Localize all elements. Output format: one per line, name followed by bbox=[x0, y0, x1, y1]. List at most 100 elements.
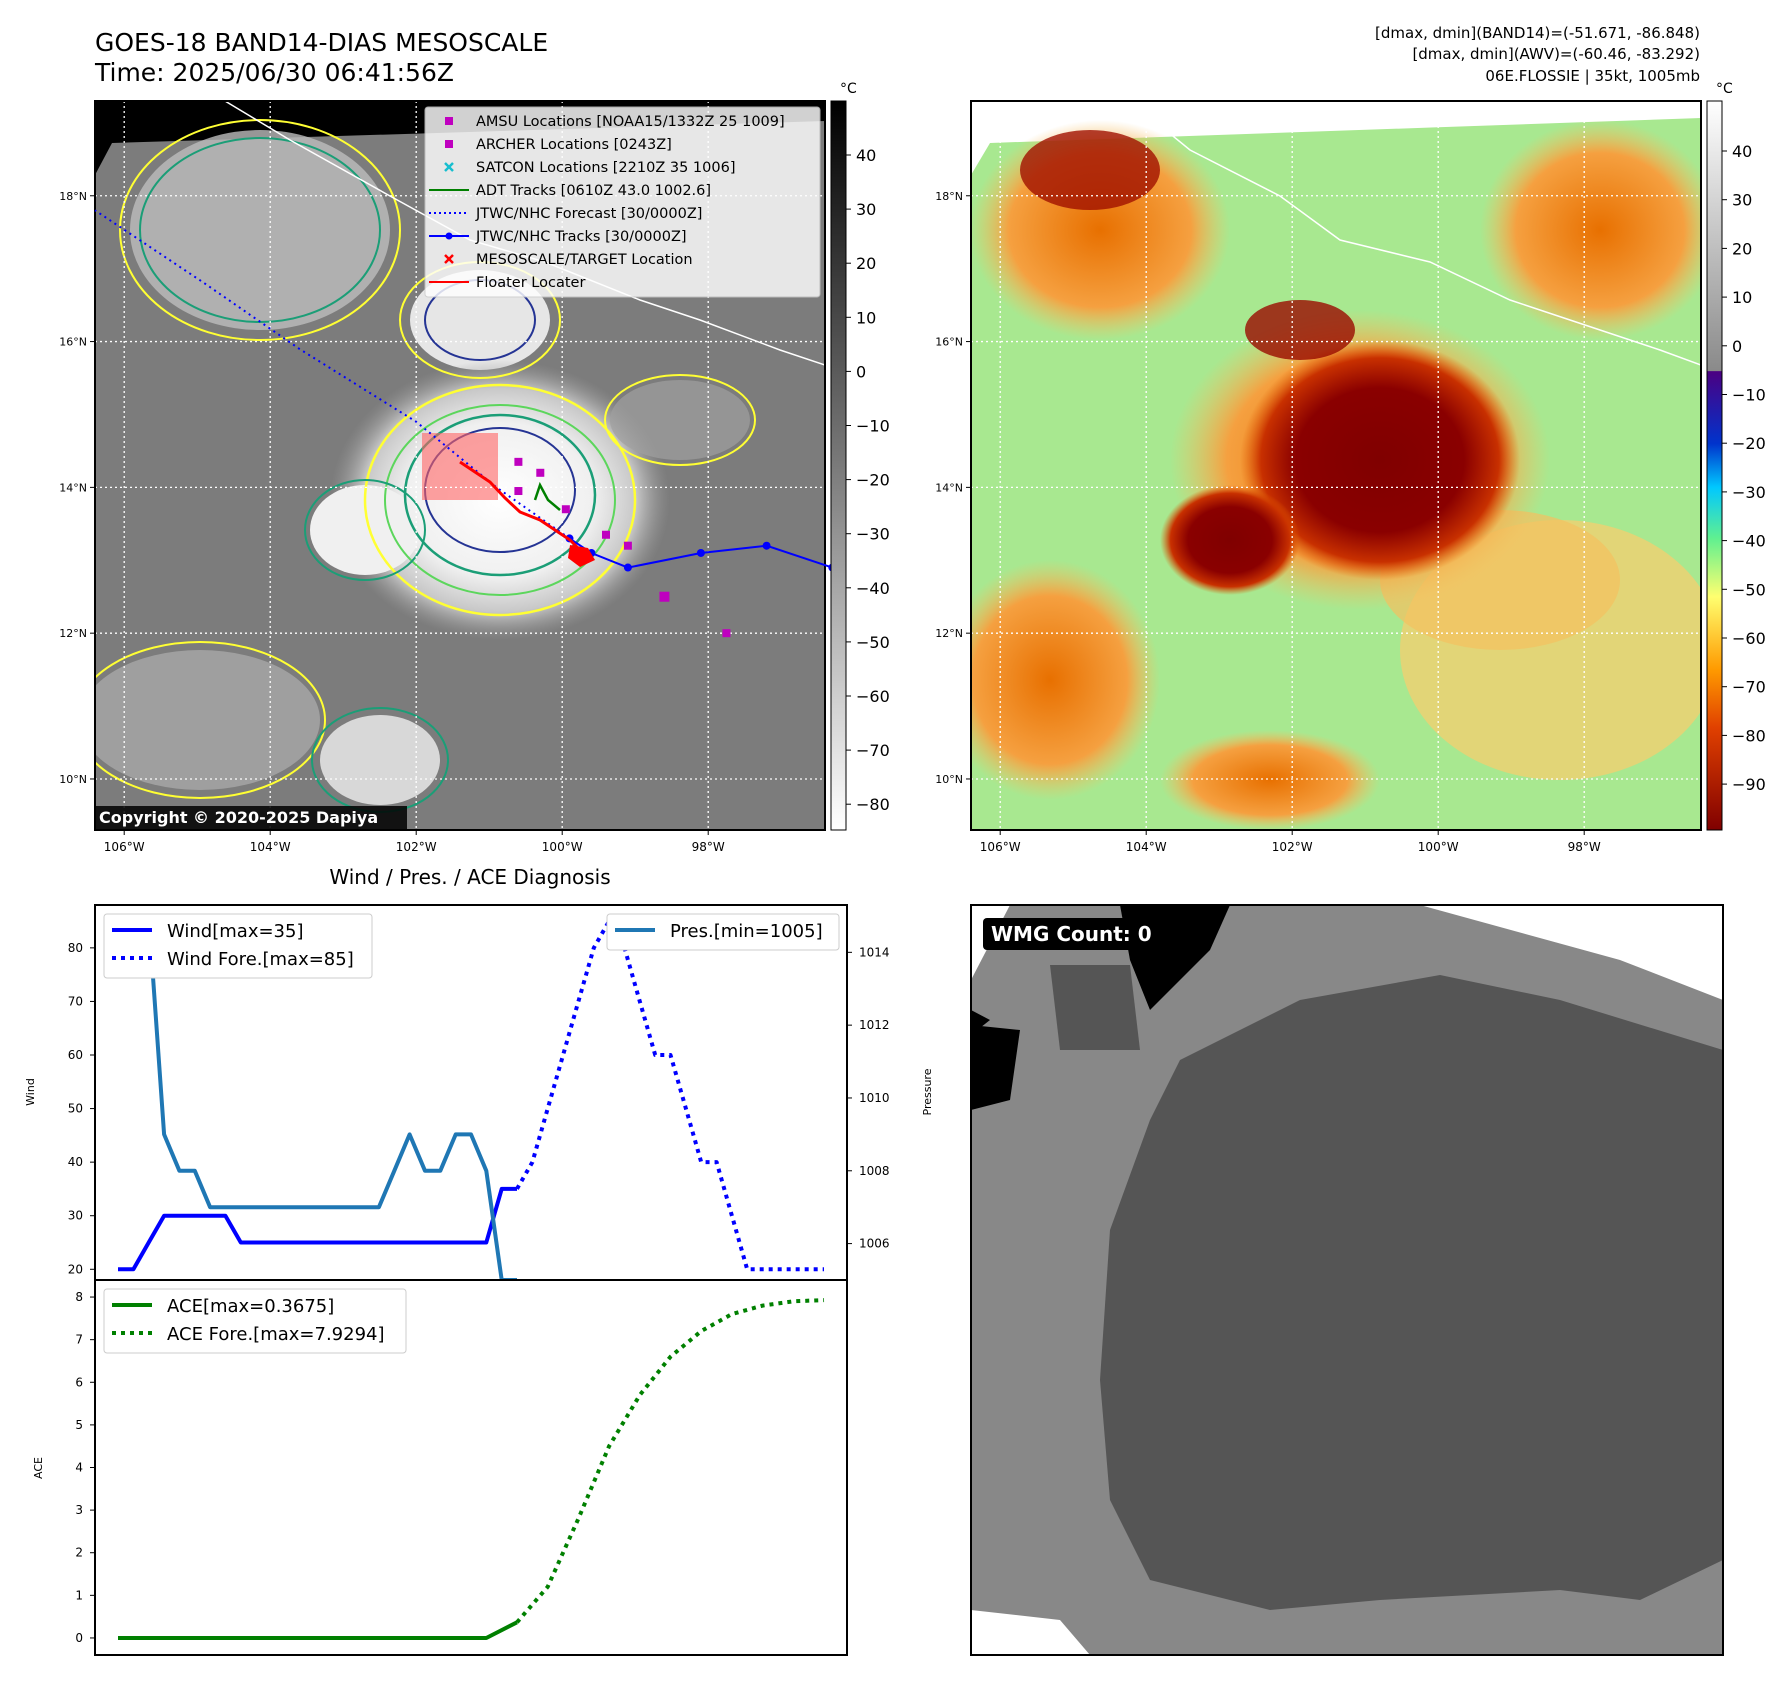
y-tick-label: 3 bbox=[75, 1503, 83, 1517]
copyright-badge: Copyright © 2020-2025 Dapiya bbox=[95, 806, 407, 830]
legend-swatch bbox=[445, 117, 453, 125]
map-frame bbox=[94, 100, 826, 831]
chart-title: Wind / Pres. / ACE Diagnosis bbox=[329, 865, 610, 889]
ir-map-panel: 106°W 104°W 102°W 100°W 98°W 18°N 16°N 14°N 12°N… bbox=[59, 100, 837, 854]
y-tick-label: 5 bbox=[75, 1418, 83, 1432]
colorbar-tick-label: 0 bbox=[1732, 337, 1742, 356]
lat-tick-label: 12°N bbox=[59, 627, 87, 640]
legend-label: Floater Locater bbox=[476, 275, 585, 291]
ace-chart: ACE 0 1 2 3 4 5 6 7 8 ACE[max=0.3675] ACE Fore.[… bbox=[32, 1279, 848, 1656]
map-frame bbox=[970, 100, 1702, 831]
axis-ticks: 106°W 104°W 102°W 100°W 98°W 18°N 16°N 14°N 12°N… bbox=[59, 190, 725, 854]
info-line: [dmax, dmin](BAND14)=(-51.671, -86.848) bbox=[1375, 24, 1700, 42]
copyright-text: Copyright © 2020-2025 Dapiya bbox=[99, 808, 378, 827]
lon-tick-label: 106°W bbox=[980, 840, 1021, 854]
y2-axis-label: Pressure bbox=[921, 1068, 934, 1115]
lat-tick-label: 10°N bbox=[59, 773, 87, 786]
archer-marker bbox=[514, 487, 523, 496]
legend-label: Pres.[min=1005] bbox=[670, 921, 823, 942]
colorbar-tick-label: −20 bbox=[856, 471, 890, 490]
colorbar-tick-label: 10 bbox=[856, 308, 876, 327]
archer-marker bbox=[623, 541, 632, 550]
legend-item: JTWC/NHC Forecast [30/0000Z] bbox=[429, 206, 702, 222]
legend-label: ARCHER Locations [0243Z] bbox=[476, 137, 672, 153]
legend-item: Floater Locater bbox=[429, 275, 585, 291]
lon-tick-label: 104°W bbox=[1126, 840, 1167, 854]
lon-tick-label: 106°W bbox=[104, 840, 145, 854]
colorbar-tick-label: 30 bbox=[1732, 191, 1752, 210]
target-marker bbox=[568, 545, 595, 567]
y2-tick-label: 1014 bbox=[859, 945, 890, 959]
colorbar-tick-label: −20 bbox=[1732, 434, 1766, 453]
y-tick-label: 2 bbox=[75, 1546, 83, 1560]
colorbar-tick-label: −50 bbox=[856, 633, 890, 652]
wind-legend: Wind[max=35] Wind Fore.[max=85] bbox=[103, 913, 373, 979]
colorbar-tick-label: 20 bbox=[856, 254, 876, 273]
legend-item: JTWC/NHC Tracks [30/0000Z] bbox=[429, 229, 687, 245]
track-point bbox=[762, 541, 771, 550]
lon-tick-label: 100°W bbox=[1418, 840, 1459, 854]
lat-tick-label: 16°N bbox=[59, 336, 87, 349]
wv-colorbar: °C 40 30 20 10 0 −10 −20 −30 −40 −50 −60 −70 −80 −90 bbox=[1706, 81, 1766, 831]
legend-item: ARCHER Locations [0243Z] bbox=[445, 137, 672, 153]
y-tick-label: 20 bbox=[68, 1262, 83, 1276]
legend-item: AMSU Locations [NOAA15/1332Z 25 1009] bbox=[445, 114, 785, 130]
archer-marker bbox=[514, 457, 523, 466]
track-point bbox=[696, 548, 705, 557]
wind-pres-chart: Wind Pressure 20 30 40 50 60 70 80 1006 1008 1010… bbox=[24, 904, 934, 1282]
colorbar-tick-label: −10 bbox=[856, 417, 890, 436]
colorbar-tick-label: 30 bbox=[856, 200, 876, 219]
legend-item: SATCON Locations [2210Z 35 1006] bbox=[444, 160, 735, 176]
colorbar-tick-label: −80 bbox=[856, 795, 890, 814]
legend-label: JTWC/NHC Forecast [30/0000Z] bbox=[475, 206, 702, 222]
colorbar-tick-label: −40 bbox=[1732, 532, 1766, 551]
wmg-badge: WMG Count: 0 bbox=[983, 918, 1165, 950]
lat-tick-label: 18°N bbox=[59, 190, 87, 203]
ir-colorbar: °C 40 30 20 10 0 −10 −20 −30 −40 −50 −60 −70 −80 bbox=[830, 81, 890, 831]
y-tick-label: 30 bbox=[68, 1209, 83, 1223]
y-tick-label: 0 bbox=[75, 1631, 83, 1645]
ace-legend: ACE[max=0.3675] ACE Fore.[max=7.9294] bbox=[103, 1288, 407, 1354]
colorbar-tick-label: 0 bbox=[856, 362, 866, 381]
lat-tick-label: 14°N bbox=[935, 481, 963, 494]
colorbar-tick-label: −40 bbox=[856, 579, 890, 598]
legend-swatch bbox=[445, 140, 453, 148]
colorbar-tick-label: −30 bbox=[856, 525, 890, 544]
legend-label: Wind Fore.[max=85] bbox=[167, 949, 354, 970]
legend-label: SATCON Locations [2210Z 35 1006] bbox=[476, 160, 735, 176]
info-line: [dmax, dmin](AWV)=(-60.46, -83.292) bbox=[1412, 45, 1700, 63]
series-line bbox=[118, 1620, 518, 1640]
colorbar-tick-label: 10 bbox=[1732, 288, 1752, 307]
wmg-frame bbox=[970, 904, 1724, 1656]
legend-label: ACE Fore.[max=7.9294] bbox=[167, 1324, 385, 1345]
track-point bbox=[623, 563, 632, 572]
legend-swatch bbox=[445, 232, 453, 240]
colorbar-tick-label: 20 bbox=[1732, 239, 1752, 258]
lat-tick-label: 12°N bbox=[935, 627, 963, 640]
y-tick-label: 50 bbox=[68, 1102, 83, 1116]
y-axis-label: Wind bbox=[24, 1078, 37, 1106]
legend-item: ADT Tracks [0610Z 43.0 1002.6] bbox=[429, 183, 711, 199]
y-tick-label: 40 bbox=[68, 1155, 83, 1169]
y-tick-label: 1 bbox=[75, 1588, 83, 1602]
y-tick-label: 70 bbox=[68, 994, 83, 1008]
time-stamp: Time: 2025/06/30 06:41:56Z bbox=[94, 58, 454, 87]
legend-label: JTWC/NHC Tracks [30/0000Z] bbox=[475, 229, 687, 245]
legend-label: AMSU Locations [NOAA15/1332Z 25 1009] bbox=[476, 114, 785, 130]
lon-tick-label: 104°W bbox=[250, 840, 291, 854]
series-line bbox=[515, 919, 824, 1272]
map-legend: AMSU Locations [NOAA15/1332Z 25 1009] ARC… bbox=[424, 106, 821, 298]
archer-marker bbox=[561, 505, 570, 514]
pres-legend: Pres.[min=1005] bbox=[606, 913, 840, 951]
colorbar-tick-label: −60 bbox=[1732, 629, 1766, 648]
wv-image bbox=[971, 101, 1701, 830]
colorbar-tick-label: −60 bbox=[856, 687, 890, 706]
legend-label: ACE[max=0.3675] bbox=[167, 1296, 334, 1317]
legend-label: Wind[max=35] bbox=[167, 921, 304, 942]
series-line bbox=[118, 913, 517, 1282]
y-tick-label: 80 bbox=[68, 941, 83, 955]
y2-tick-label: 1006 bbox=[859, 1237, 890, 1251]
archer-marker bbox=[602, 530, 610, 539]
colorbar-tick-label: −70 bbox=[856, 741, 890, 760]
